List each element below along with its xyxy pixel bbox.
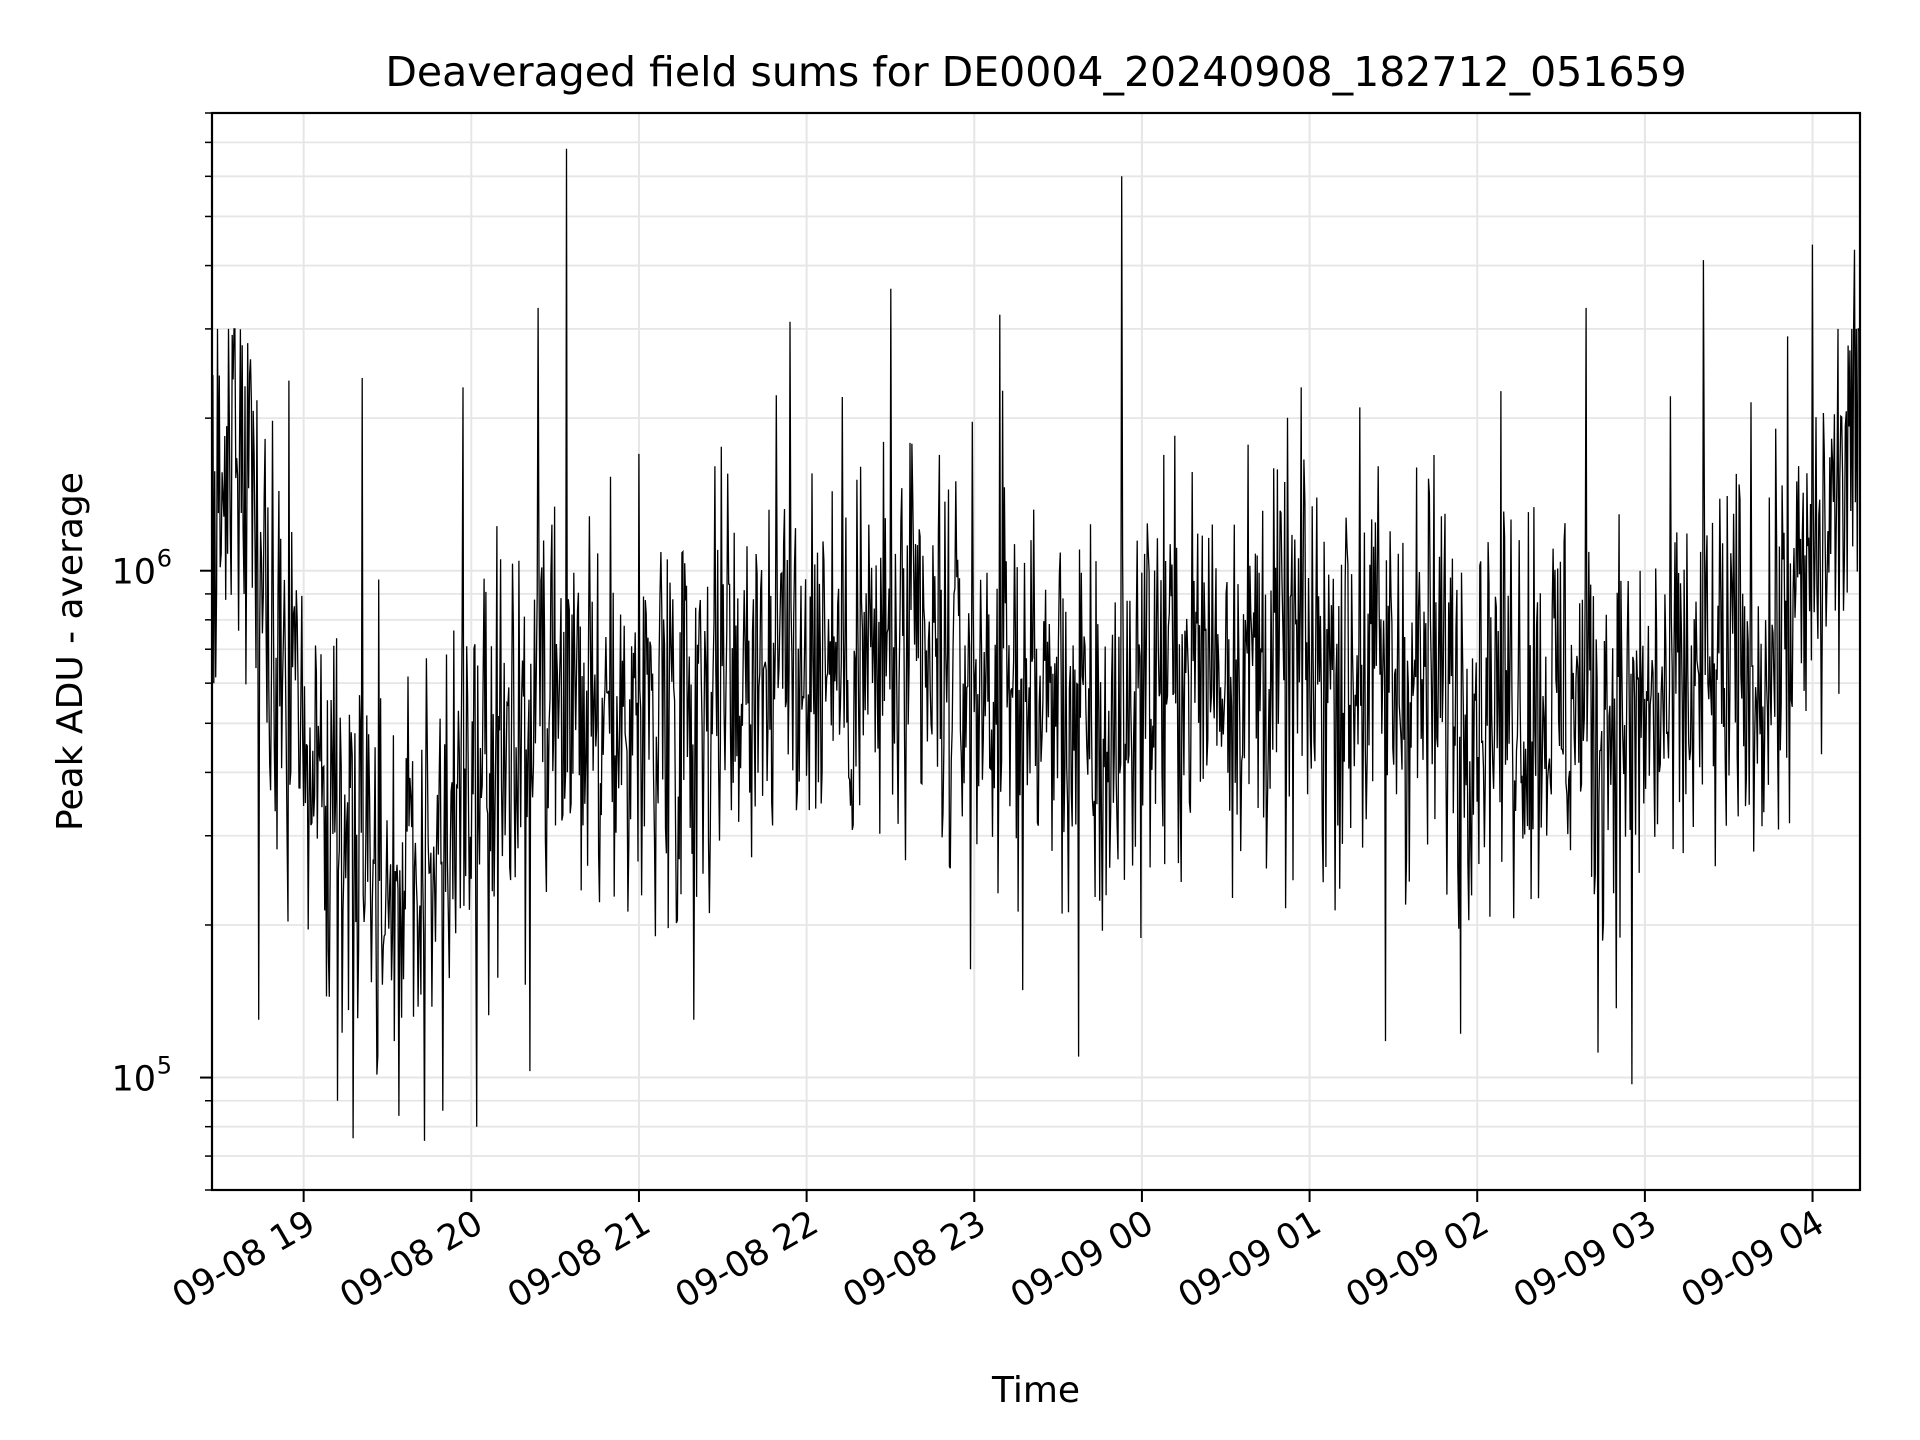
data-series bbox=[211, 148, 1861, 1141]
y-tick-label-exponent: 5 bbox=[157, 1052, 172, 1080]
y-axis-label: Peak ADU - average bbox=[50, 472, 91, 831]
y-tick-label-exponent: 6 bbox=[157, 545, 172, 573]
y-tick-label: 10 bbox=[111, 553, 156, 593]
y-tick-label: 10 bbox=[111, 1060, 156, 1100]
plot-frame bbox=[210, 111, 1862, 1192]
x-axis-label: Time bbox=[991, 1370, 1080, 1411]
series-line bbox=[211, 148, 1861, 1141]
chart-title: Deaveraged field sums for DE0004_2024090… bbox=[385, 48, 1686, 96]
